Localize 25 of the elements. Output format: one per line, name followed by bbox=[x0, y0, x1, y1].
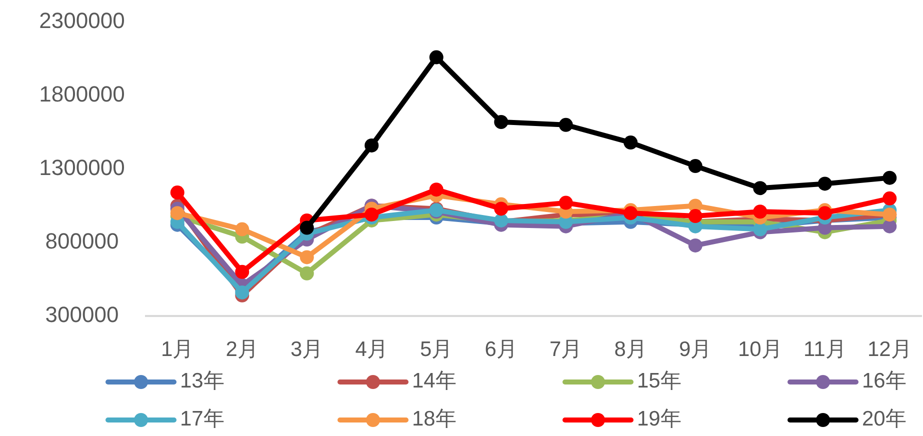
x-tick-label: 5月 bbox=[420, 338, 453, 361]
x-tick-label: 6月 bbox=[484, 338, 518, 361]
legend-label: 17年 bbox=[180, 408, 224, 431]
y-tick-label: 1800000 bbox=[39, 81, 125, 106]
x-tick-label: 1月 bbox=[161, 338, 194, 361]
x-tick-label: 2月 bbox=[226, 338, 258, 361]
y-tick-label: 800000 bbox=[45, 228, 119, 254]
legend-label: 16年 bbox=[862, 370, 906, 393]
y-tick-label: 300000 bbox=[45, 302, 119, 327]
legend-label: 14年 bbox=[412, 370, 456, 393]
x-tick-label: 3月 bbox=[290, 338, 324, 361]
legend-label: 19年 bbox=[637, 408, 682, 431]
x-tick-label: 10月 bbox=[738, 338, 782, 361]
y-tick-label: 1300000 bbox=[39, 154, 125, 180]
legend-label: 13年 bbox=[180, 370, 224, 393]
y-tick-label: 2300000 bbox=[39, 8, 125, 33]
x-tick-label: 12月 bbox=[867, 338, 912, 361]
legend-label: 18年 bbox=[412, 408, 456, 431]
legend-label: 15年 bbox=[637, 370, 682, 393]
x-tick-label: 11月 bbox=[803, 338, 846, 361]
x-tick-label: 9月 bbox=[679, 338, 712, 361]
x-tick-label: 7月 bbox=[550, 338, 582, 361]
x-tick-label: 8月 bbox=[614, 338, 647, 361]
legend-label: 20年 bbox=[862, 408, 906, 431]
x-tick-label: 4月 bbox=[355, 338, 388, 361]
